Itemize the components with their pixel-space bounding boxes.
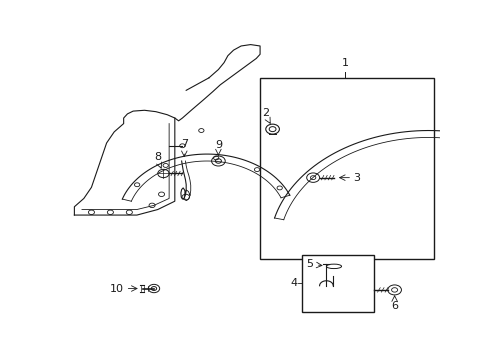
Text: 5: 5 bbox=[306, 260, 313, 269]
Text: 6: 6 bbox=[390, 301, 397, 311]
Bar bbox=[260, 78, 433, 260]
Text: 3: 3 bbox=[352, 173, 359, 183]
Text: 9: 9 bbox=[214, 140, 222, 150]
Bar bbox=[301, 255, 373, 312]
Text: 1: 1 bbox=[341, 58, 348, 68]
Text: 8: 8 bbox=[154, 152, 161, 162]
Text: 7: 7 bbox=[181, 139, 187, 149]
Text: 2: 2 bbox=[262, 108, 269, 118]
Text: 10: 10 bbox=[109, 284, 123, 293]
Text: 4: 4 bbox=[290, 278, 297, 288]
